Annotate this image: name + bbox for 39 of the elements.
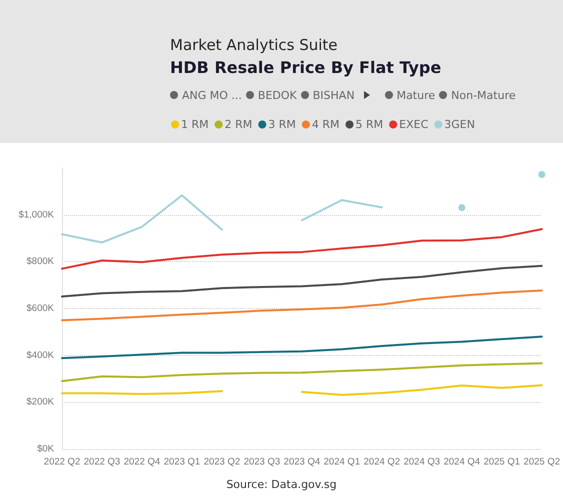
line-series (61, 362, 543, 382)
x-tick-label: 2024 Q1 (324, 456, 360, 468)
x-tick-label: 2022 Q4 (124, 456, 160, 468)
chart-subtitle: Market Analytics Suite (170, 36, 338, 54)
line-series (61, 228, 543, 270)
x-tick-label: 2023 Q4 (284, 456, 320, 468)
legend-label: 5 RM (356, 118, 384, 131)
x-tick-label: 2023 Q1 (164, 456, 200, 468)
legend-label: 3GEN (444, 118, 475, 131)
y-tick-label: $400K (26, 350, 55, 361)
text: ANG MO ... (181, 89, 242, 102)
legend-label: 2 RM (224, 118, 252, 131)
legend-label: 3 RM (268, 118, 296, 131)
x-tick-label: 2022 Q2 (44, 456, 80, 468)
y-tick-label: $200K (26, 396, 55, 408)
y-tick-label: $600K (26, 303, 55, 314)
text: BISHAN (312, 89, 355, 102)
legend-label: 4 RM (312, 118, 340, 131)
x-tick-label: 2024 Q2 (364, 456, 400, 468)
text: Non-Mature (450, 89, 516, 102)
x-tick-label: 2025 Q2 (524, 456, 560, 468)
text: BEDOK (256, 89, 297, 102)
y-tick-label: $800K (26, 256, 55, 268)
line-series (61, 289, 543, 322)
x-tick-label: 2025 Q1 (484, 456, 520, 468)
x-tick-label: 2023 Q3 (244, 456, 280, 468)
text: Mature (396, 89, 436, 102)
x-tick-label: 2024 Q4 (444, 456, 480, 468)
legend-label: 1 RM (181, 118, 209, 131)
legend-label: EXEC (399, 118, 429, 131)
y-tick-label: $0K (37, 444, 55, 454)
source-note: Source: Data.gov.sg (225, 478, 338, 491)
chart-title: HDB Resale Price By Flat Type (170, 58, 442, 77)
x-tick-label: 2023 Q2 (204, 456, 240, 468)
x-tick-label: 2024 Q3 (404, 456, 440, 468)
line-series (61, 264, 543, 298)
x-tick-label: 2022 Q3 (84, 456, 120, 468)
y-tick-label: $1,000K (18, 209, 55, 220)
line-series (61, 336, 543, 360)
